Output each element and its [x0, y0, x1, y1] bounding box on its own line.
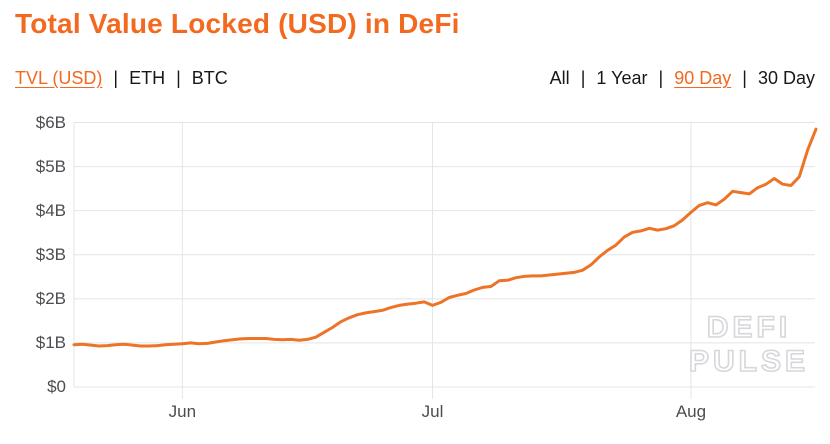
- range-link-all[interactable]: All: [549, 68, 570, 88]
- page-title: Total Value Locked (USD) in DeFi: [15, 8, 460, 39]
- defi-pulse-watermark: DEFI: [707, 311, 791, 344]
- separator: |: [742, 68, 747, 88]
- series-link-eth[interactable]: ETH: [129, 68, 166, 88]
- separator: |: [580, 68, 586, 88]
- y-axis-label: $3B: [35, 245, 66, 264]
- series-nav: TVL (USD) | ETH | BTC: [15, 68, 228, 89]
- series-link-btc[interactable]: BTC: [191, 68, 228, 88]
- y-axis-label: $1B: [35, 333, 66, 352]
- range-link-90-day[interactable]: 90 Day: [674, 68, 732, 88]
- range-link-30-day[interactable]: 30 Day: [757, 68, 815, 88]
- x-axis-label: Jun: [168, 402, 197, 421]
- x-axis-label: Jul: [421, 402, 444, 421]
- separator: |: [658, 68, 664, 88]
- y-axis-label: $2B: [35, 289, 66, 308]
- separator: |: [176, 68, 181, 88]
- y-axis-label: $5B: [35, 157, 66, 176]
- series-link-tvl-usd[interactable]: TVL (USD): [15, 68, 103, 88]
- y-axis-label: $6B: [35, 113, 66, 132]
- range-link-1-year[interactable]: 1 Year: [596, 68, 648, 88]
- defi-pulse-watermark: PULSE: [689, 345, 809, 378]
- y-axis-label: $4B: [35, 201, 66, 220]
- tvl-line-series: [72, 127, 818, 348]
- y-axis-label: $0: [47, 377, 66, 396]
- range-nav: All | 1 Year | 90 Day | 30 Day: [550, 68, 815, 89]
- x-axis-label: Aug: [675, 402, 707, 421]
- separator: |: [113, 68, 119, 88]
